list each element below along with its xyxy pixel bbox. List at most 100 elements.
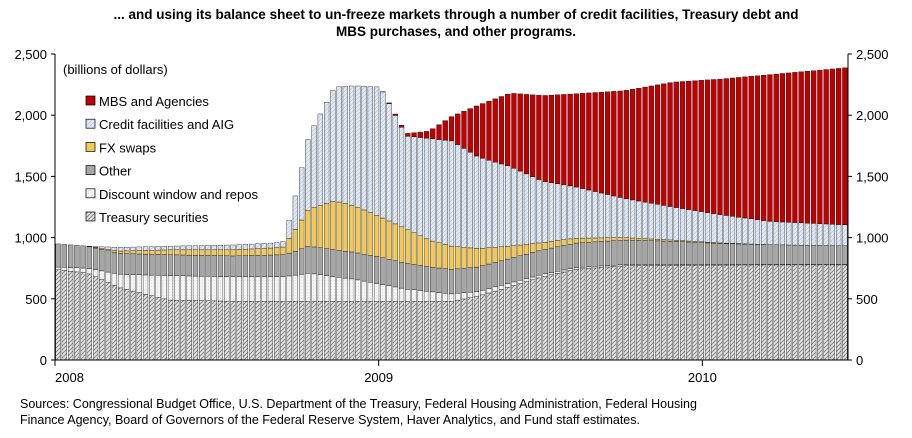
bar-week <box>573 93 579 361</box>
bar-week <box>361 86 367 361</box>
bar-segment-mbs <box>561 94 567 186</box>
bar-segment-credit <box>748 218 754 245</box>
bar-segment-other <box>74 245 80 268</box>
bar-segment-fx <box>392 223 398 261</box>
bar-segment-treasury <box>773 264 779 361</box>
bar-week <box>199 245 205 361</box>
bar-segment-other <box>604 240 611 266</box>
bar-segment-mbs <box>455 113 461 145</box>
bar-week <box>567 93 573 361</box>
bar-segment-mbs <box>742 76 748 219</box>
bar-segment-credit <box>99 246 105 249</box>
bar-segment-other <box>292 250 299 276</box>
bar-segment-other <box>392 260 398 288</box>
bar-segment-discount <box>311 273 317 302</box>
bar-segment-fx <box>580 237 586 243</box>
bar-segment-discount <box>155 275 161 298</box>
bar-segment-fx <box>305 210 311 247</box>
bar-segment-fx <box>398 226 405 263</box>
bar-segment-other <box>455 268 461 294</box>
bar-segment-discount <box>348 278 355 302</box>
bar-segment-fx <box>455 246 461 270</box>
bar-segment-credit <box>679 208 686 241</box>
bar-segment-discount <box>598 265 604 268</box>
bar-segment-fx <box>530 243 536 253</box>
bar-segment-credit <box>798 222 804 246</box>
bar-segment-other <box>629 240 636 265</box>
bar-segment-discount <box>261 276 267 302</box>
bar-segment-other <box>567 244 573 269</box>
bar-segment-other <box>711 243 717 265</box>
y-tick-label-right: 0 <box>856 353 863 368</box>
bar-segment-other <box>242 255 249 277</box>
bar-segment-credit <box>130 246 136 251</box>
bar-segment-treasury <box>86 273 92 361</box>
bar-week <box>829 68 835 361</box>
bar-segment-fx <box>224 249 230 257</box>
bar-segment-treasury <box>448 301 455 361</box>
bar-week <box>698 80 704 361</box>
bar-segment-other <box>317 247 323 275</box>
bar-segment-fx <box>442 244 448 269</box>
legend-label: MBS and Agencies <box>99 94 209 109</box>
bar-segment-discount <box>455 293 461 301</box>
bar-week <box>174 245 180 361</box>
bar-segment-fx <box>255 248 261 256</box>
bar-segment-treasury <box>629 265 636 361</box>
bar-segment-credit <box>505 165 511 247</box>
bar-week <box>836 68 842 361</box>
bar-segment-credit <box>192 245 199 251</box>
bar-segment-discount <box>61 267 67 271</box>
bar-segment-fx <box>536 242 542 252</box>
bar-week <box>761 74 767 361</box>
bar-segment-mbs <box>704 79 711 213</box>
bar-week <box>130 246 136 361</box>
bar-segment-discount <box>361 280 367 302</box>
bar-segment-discount <box>217 276 224 302</box>
bar-segment-fx <box>498 246 505 261</box>
bar-week <box>211 245 217 361</box>
bar-segment-mbs <box>398 125 405 128</box>
bar-segment-fx <box>348 204 355 253</box>
bar-segment-discount <box>117 274 124 289</box>
bar-segment-mbs <box>792 72 798 223</box>
bar-week <box>149 246 155 361</box>
bar-segment-discount <box>448 293 455 302</box>
bar-segment-fx <box>480 248 486 266</box>
bar-segment-discount <box>274 276 280 302</box>
bar-segment-other <box>423 266 430 292</box>
bar-segment-treasury <box>561 271 567 361</box>
bar-week <box>330 90 336 361</box>
bar-segment-other <box>348 251 355 280</box>
bar-segment-credit <box>648 203 654 240</box>
bar-segment-fx <box>486 247 492 265</box>
bar-segment-mbs <box>467 108 473 153</box>
bar-segment-mbs <box>661 83 667 206</box>
bar-week <box>442 120 448 361</box>
bar-segment-discount <box>623 264 629 266</box>
bar-week <box>267 242 274 361</box>
bar-segment-mbs <box>786 72 792 223</box>
bar-segment-other <box>330 249 336 277</box>
bar-segment-discount <box>436 292 442 302</box>
bar-week <box>530 94 536 361</box>
bar-segment-credit <box>642 201 648 239</box>
bar-segment-treasury <box>736 264 742 361</box>
bar-segment-treasury <box>167 299 174 361</box>
bar-week <box>754 75 761 361</box>
bar-segment-other <box>754 244 761 265</box>
bar-segment-mbs <box>473 105 480 157</box>
bar-segment-credit <box>761 220 767 245</box>
bar-segment-credit <box>567 185 573 240</box>
bar-week <box>592 92 598 361</box>
bar-segment-credit <box>342 86 348 204</box>
bar-segment-fx <box>436 242 442 269</box>
bar-segment-treasury <box>186 300 192 361</box>
bar-segment-treasury <box>692 264 698 361</box>
bar-segment-credit <box>604 194 611 238</box>
bar-segment-mbs <box>829 68 835 225</box>
bar-segment-fx <box>149 250 155 255</box>
bar-segment-treasury <box>255 301 261 361</box>
bar-segment-discount <box>167 275 174 301</box>
bar-week <box>523 94 530 361</box>
